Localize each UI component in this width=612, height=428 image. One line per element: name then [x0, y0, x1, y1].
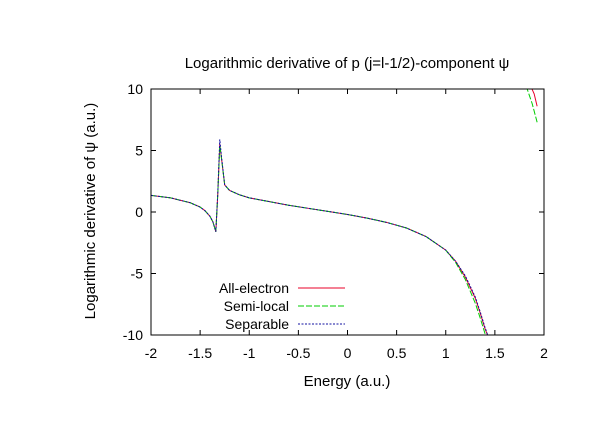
x-axis-label: Energy (a.u.) [304, 373, 391, 390]
x-tick-label: -2 [145, 345, 158, 361]
legend-label: Separable [225, 316, 289, 332]
x-tick-label: 2 [540, 345, 548, 361]
x-tick-label: 1.5 [485, 345, 505, 361]
y-tick-label: 10 [127, 81, 143, 97]
series-line-separable [151, 139, 489, 335]
series-line-all-electron [531, 89, 538, 107]
y-tick-label: 0 [135, 204, 143, 220]
x-tick-label: -0.5 [286, 345, 310, 361]
legend-label: All-electron [219, 280, 289, 296]
y-tick-label: 5 [135, 143, 143, 159]
y-axis-label: Logarithmic derivative of ψ (a.u.) [82, 103, 99, 320]
chart-title: Logarithmic derivative of p (j=l-1/2)-co… [185, 55, 510, 72]
y-tick-label: -10 [123, 327, 143, 343]
x-tick-label: -1 [243, 345, 256, 361]
plot-frame [150, 88, 545, 336]
x-tick-label: -1.5 [188, 345, 212, 361]
y-tick-label: -5 [131, 266, 144, 282]
x-tick-label: 0.5 [387, 345, 407, 361]
legend: All-electron Semi-local Separable [219, 280, 345, 332]
series-line-all-electron [151, 144, 489, 335]
legend-label: Semi-local [224, 298, 289, 314]
axis-ticks: -2 -1.5 -1 -0.5 0 0.5 1 1.5 2 10 5 0 -5 -10 [123, 81, 548, 361]
x-tick-label: 0 [344, 345, 352, 361]
x-tick-label: 1 [442, 345, 450, 361]
series-layer [151, 89, 538, 335]
series-line-semi-local [526, 89, 538, 123]
series-line-semi-local [151, 145, 486, 335]
